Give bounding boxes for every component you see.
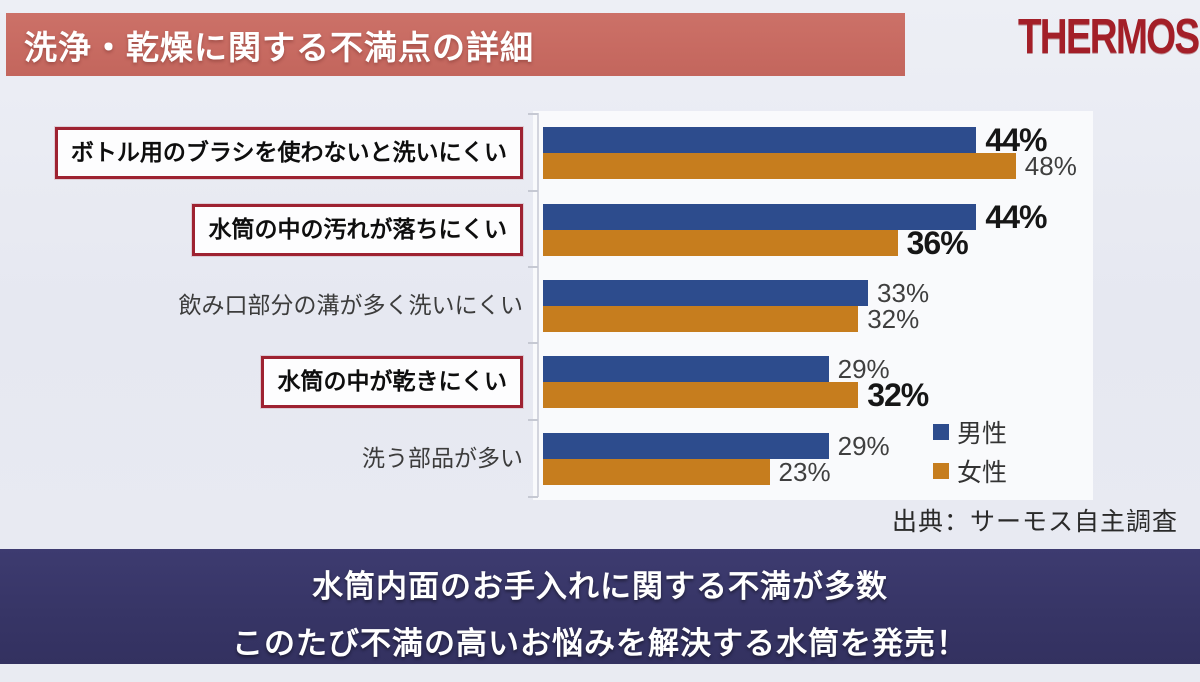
legend-label-female: 女性 (957, 458, 1008, 487)
bar-male (543, 204, 977, 230)
bar-female (543, 306, 859, 332)
source-note: 出典：サーモス自主調査 (891, 508, 1178, 536)
value-label-female: 32% (867, 377, 929, 413)
axis-tick (528, 496, 538, 498)
bar-female (543, 459, 770, 485)
value-label-male: 33% (877, 278, 930, 308)
category-label-highlighted: ボトル用のブラシを使わないと洗いにくい (54, 127, 523, 179)
bar-male (543, 127, 977, 153)
category-label-highlighted: 水筒の中が乾きにくい (261, 356, 523, 408)
female-swatch-icon (933, 462, 949, 479)
chart-row: ボトル用のブラシを使わないと洗いにくい 44% 48% (0, 122, 1200, 181)
axis-tick (528, 113, 538, 115)
value-label-female: 23% (778, 457, 831, 487)
chart-legend: 男性 女性 (933, 416, 1007, 494)
thermos-logo: THERMOS (1018, 8, 1200, 64)
axis-tick (528, 266, 538, 268)
chart-row: 洗う部品が多い 29% 23% (0, 433, 1200, 485)
category-label-highlighted: 水筒の中の汚れが落ちにくい (192, 204, 523, 256)
footer-banner: 水筒内面のお手入れに関する不満が多数 このたび不満の高いお悩みを解決する水筒を発… (0, 549, 1200, 664)
value-label-male: 29% (837, 354, 890, 384)
page-title: 洗浄・乾燥に関する不満点の詳細 (24, 28, 534, 66)
axis-tick (528, 190, 538, 192)
chart-row: 水筒の中が乾きにくい 29% 32% (0, 354, 1200, 413)
footer-message-2: このたび不満の高いお悩みを解決する水筒を発売！ (232, 626, 968, 661)
value-label-male: 44% (985, 199, 1047, 235)
chart-row: 飲み口部分の溝が多く洗いにくい 33% 32% (0, 280, 1200, 332)
title-banner: 洗浄・乾燥に関する不満点の詳細 (6, 13, 905, 76)
value-label-male: 29% (837, 431, 890, 461)
legend-item-female: 女性 (933, 455, 1008, 487)
category-axis-line (537, 113, 539, 497)
legend-item-male: 男性 (933, 416, 1008, 448)
value-label-female: 32% (867, 304, 920, 334)
footer-message-1: 水筒内面のお手入れに関する不満が多数 (312, 569, 888, 604)
category-label: 飲み口部分の溝が多く洗いにくい (178, 292, 523, 319)
axis-tick (528, 342, 538, 344)
axis-tick (528, 419, 538, 421)
bar-male (543, 433, 829, 459)
value-label-female: 36% (906, 225, 969, 261)
legend-label-male: 男性 (957, 419, 1008, 448)
bar-male (543, 280, 869, 306)
category-label: 洗う部品が多い (362, 445, 523, 472)
bar-female (543, 153, 1016, 179)
value-label-female: 48% (1024, 151, 1077, 181)
bar-male (543, 356, 829, 382)
chart-row: 水筒の中の汚れが落ちにくい 44% 36% (0, 199, 1200, 261)
male-swatch-icon (933, 423, 949, 440)
value-label-male: 44% (985, 122, 1047, 158)
bar-female (543, 382, 859, 408)
bar-female (543, 230, 898, 256)
